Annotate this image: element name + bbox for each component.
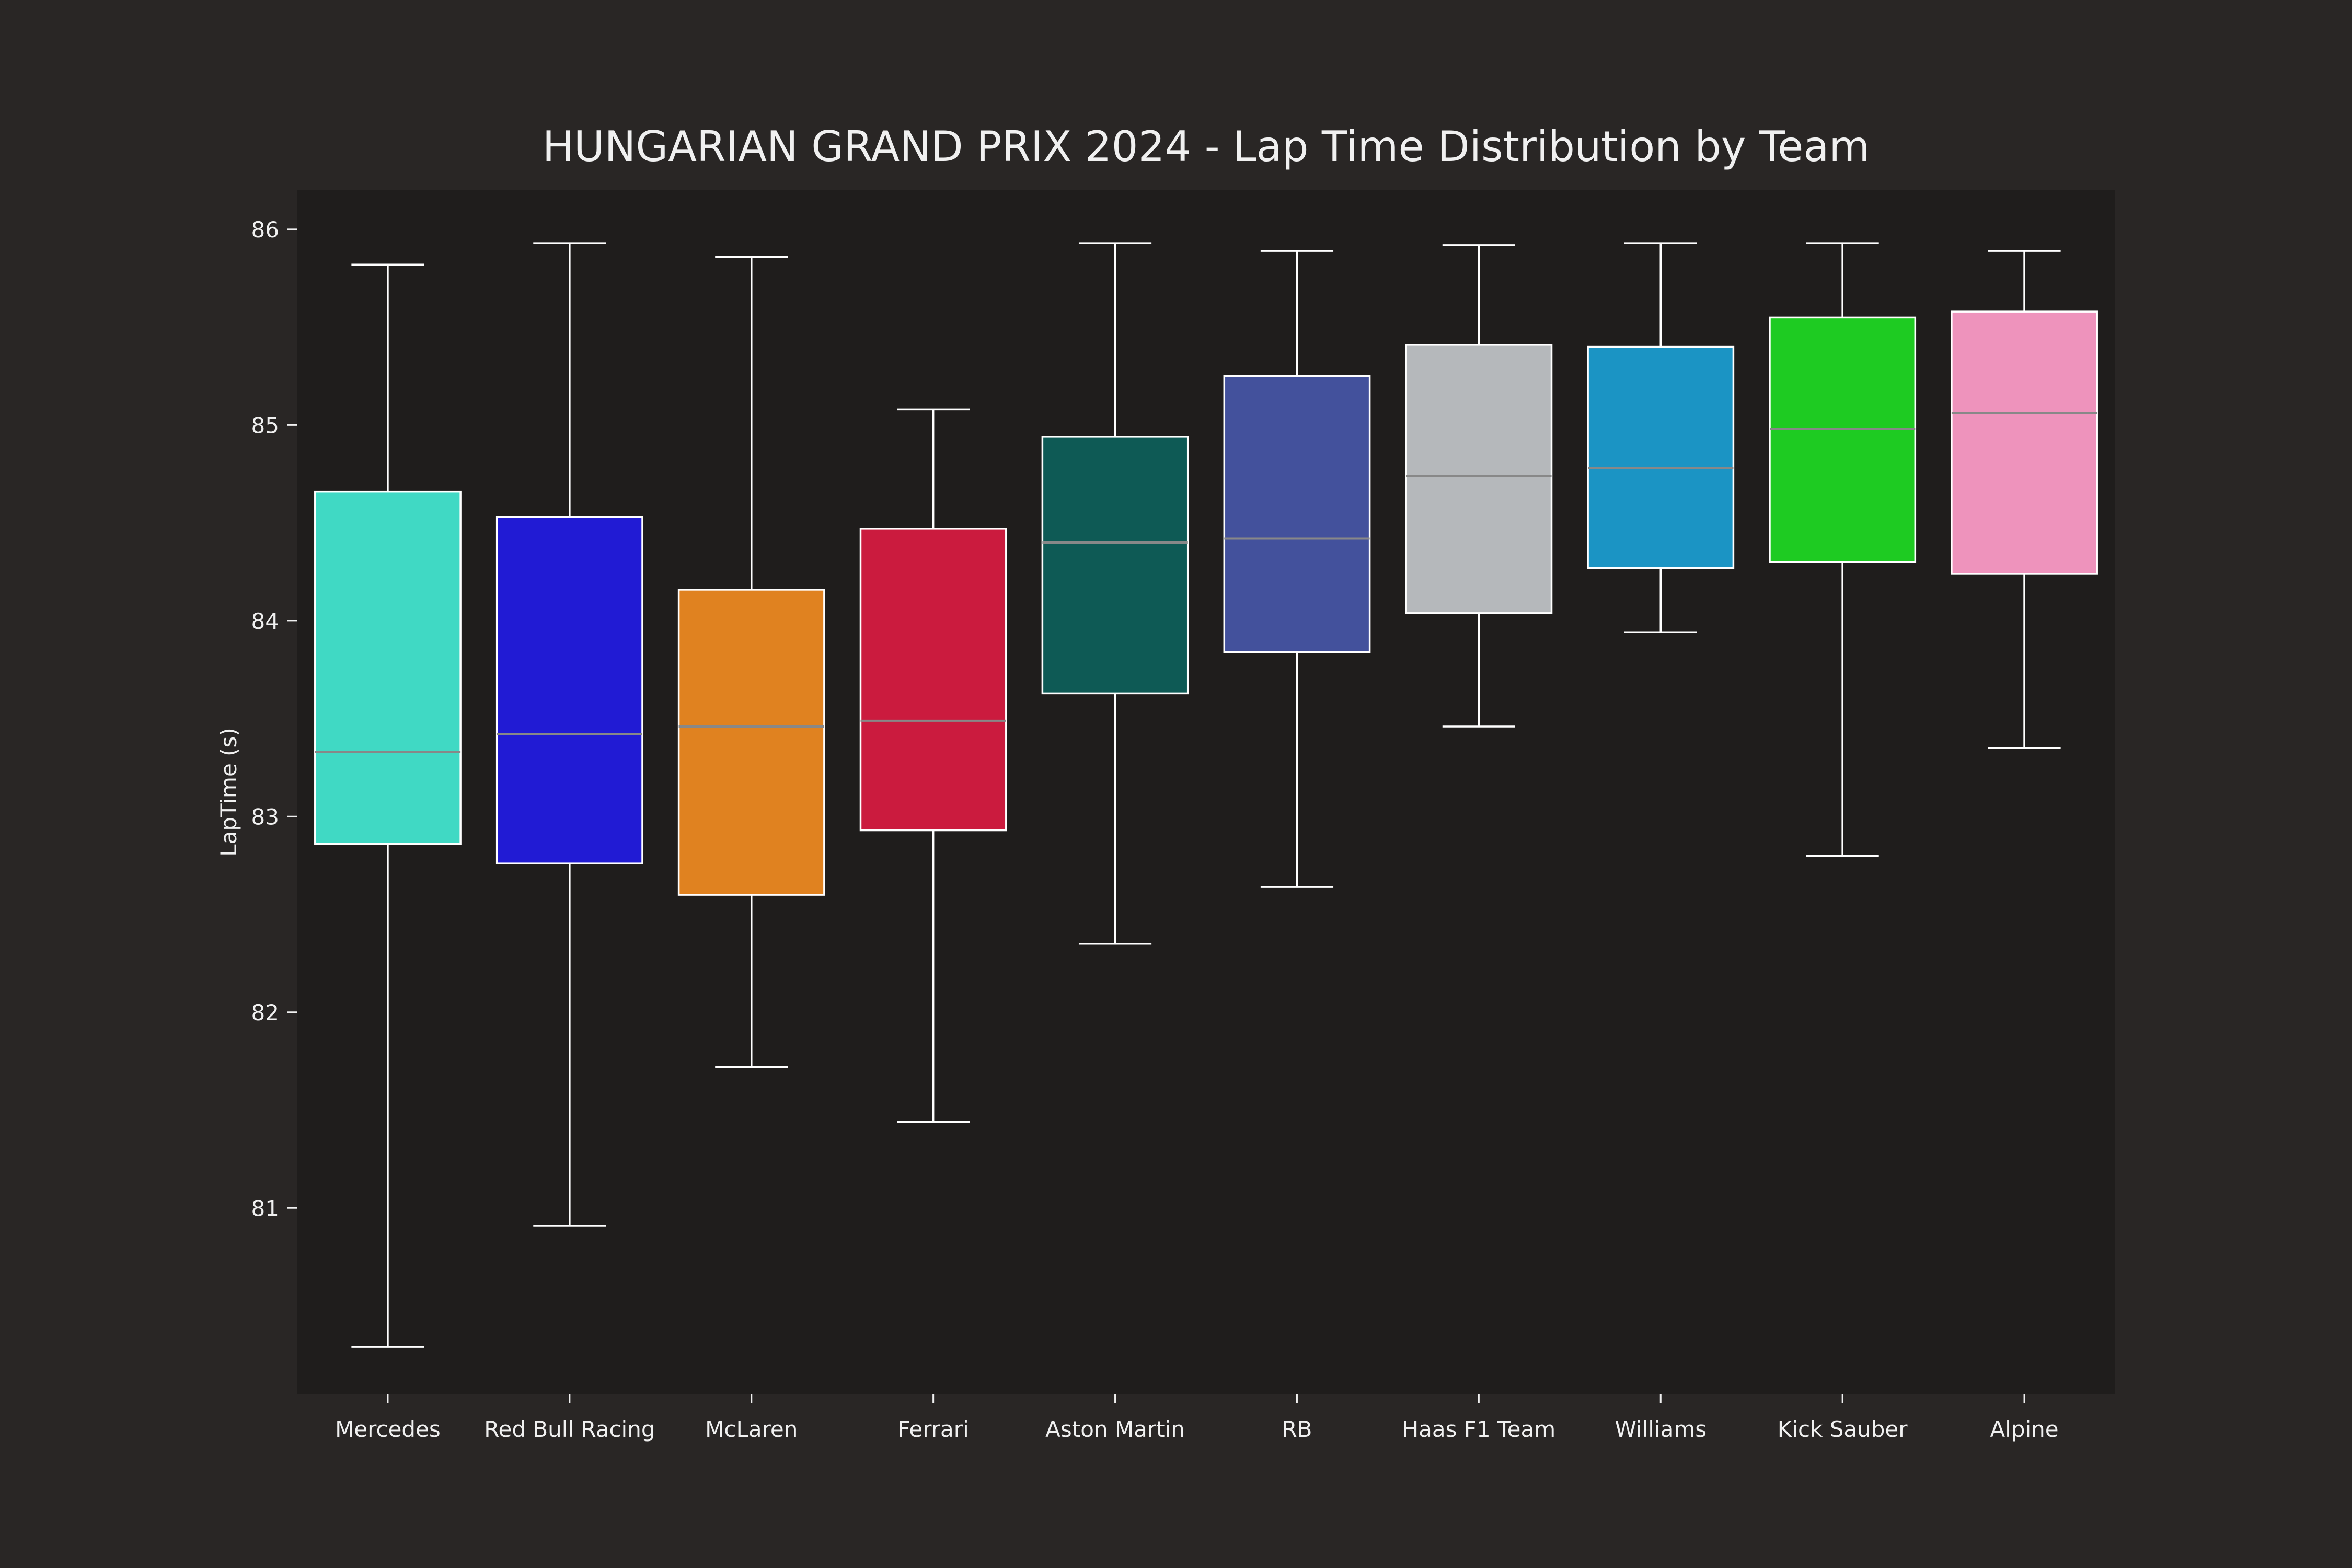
x-tick-label: Haas F1 Team bbox=[1402, 1416, 1556, 1442]
box bbox=[1041, 436, 1189, 695]
x-tick-label: Aston Martin bbox=[1045, 1416, 1185, 1442]
box bbox=[1405, 344, 1553, 614]
x-tick-label: Ferrari bbox=[898, 1416, 969, 1442]
box bbox=[1951, 310, 2098, 575]
box bbox=[495, 516, 643, 864]
box bbox=[1769, 316, 1917, 563]
box-plot-rb bbox=[1223, 250, 1371, 888]
y-tick-label: 85 bbox=[251, 412, 279, 438]
box bbox=[859, 528, 1007, 832]
box-plot-haas-f1-team bbox=[1405, 244, 1553, 728]
y-tick-label: 81 bbox=[251, 1195, 279, 1221]
box-plot-williams bbox=[1587, 242, 1735, 634]
box bbox=[1223, 375, 1371, 653]
x-axis: Mercedes Red Bull Racing McLaren Ferrari Ast… bbox=[335, 1394, 2059, 1442]
y-axis-label: LapTime (s) bbox=[216, 728, 241, 857]
box-plot-mercedes bbox=[314, 263, 462, 1348]
x-tick-label: Williams bbox=[1615, 1416, 1707, 1442]
box-plot-red-bull-racing bbox=[495, 242, 643, 1227]
box-plots bbox=[314, 242, 2098, 1348]
y-tick-label: 84 bbox=[251, 608, 279, 634]
box-plot-mclaren bbox=[677, 256, 825, 1068]
box-plot-aston-martin bbox=[1041, 242, 1189, 945]
box bbox=[314, 490, 462, 845]
y-tick-label: 83 bbox=[251, 804, 279, 829]
x-tick-label: Mercedes bbox=[335, 1416, 441, 1442]
x-tick-label: McLaren bbox=[705, 1416, 798, 1442]
box-plot-alpine bbox=[1951, 250, 2098, 749]
x-tick-label: Kick Sauber bbox=[1778, 1416, 1908, 1442]
y-axis: 81 82 83 84 85 86 bbox=[251, 217, 297, 1221]
y-tick-label: 82 bbox=[251, 1000, 279, 1025]
x-tick-label: Alpine bbox=[1990, 1416, 2058, 1442]
x-tick-label: RB bbox=[1282, 1416, 1312, 1442]
box-plot-ferrari bbox=[859, 408, 1007, 1123]
box bbox=[1587, 345, 1735, 569]
y-tick-label: 86 bbox=[251, 217, 279, 243]
box-plot-kick-sauber bbox=[1769, 242, 1917, 857]
box bbox=[677, 589, 825, 896]
chart-title: HUNGARIAN GRAND PRIX 2024 - Lap Time Dis… bbox=[543, 122, 1870, 171]
x-tick-label: Red Bull Racing bbox=[484, 1416, 655, 1442]
